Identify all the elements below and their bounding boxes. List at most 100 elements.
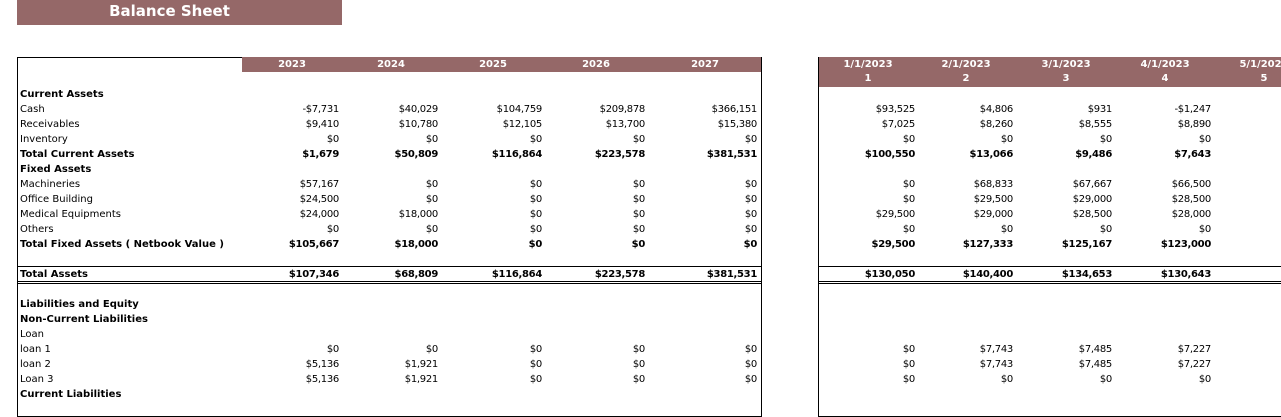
monthly-cell[interactable]: $0: [1099, 374, 1112, 385]
annual-cell[interactable]: $223,578: [594, 269, 645, 280]
annual-cell[interactable]: $0: [744, 209, 757, 220]
monthly-cell[interactable]: $7,025: [881, 119, 916, 130]
annual-cell[interactable]: $0: [632, 209, 645, 220]
monthly-cell[interactable]: $0: [1198, 134, 1211, 145]
monthly-cell[interactable]: $7,485: [1078, 344, 1113, 355]
annual-cell[interactable]: $116,864: [491, 269, 542, 280]
annual-cell[interactable]: $0: [425, 344, 438, 355]
annual-cell[interactable]: $0: [326, 134, 339, 145]
annual-cell[interactable]: $381,531: [706, 269, 757, 280]
annual-cell[interactable]: $1,921: [404, 374, 439, 385]
monthly-cell[interactable]: $7,643: [1174, 149, 1211, 160]
monthly-cell[interactable]: $100,550: [864, 149, 915, 160]
monthly-cell[interactable]: $0: [902, 374, 915, 385]
annual-cell[interactable]: $18,000: [398, 209, 439, 220]
annual-cell[interactable]: $13,700: [605, 119, 646, 130]
annual-cell[interactable]: $0: [743, 239, 758, 250]
monthly-cell[interactable]: $28,500: [1072, 209, 1113, 220]
monthly-cell[interactable]: $7,743: [979, 344, 1014, 355]
monthly-cell[interactable]: $0: [902, 194, 915, 205]
monthly-cell[interactable]: $0: [1000, 224, 1013, 235]
monthly-cell[interactable]: $0: [1000, 374, 1013, 385]
annual-cell[interactable]: $223,578: [594, 149, 645, 160]
monthly-cell[interactable]: $29,500: [875, 209, 916, 220]
annual-cell[interactable]: $0: [425, 224, 438, 235]
annual-cell[interactable]: $116,864: [491, 149, 542, 160]
monthly-cell[interactable]: -$1,247: [1174, 104, 1212, 115]
annual-cell[interactable]: $0: [529, 344, 542, 355]
annual-cell[interactable]: $0: [632, 359, 645, 370]
annual-cell[interactable]: $107,346: [288, 269, 339, 280]
monthly-cell[interactable]: $0: [1000, 134, 1013, 145]
annual-cell[interactable]: -$7,731: [302, 104, 340, 115]
annual-cell[interactable]: $0: [744, 374, 757, 385]
annual-cell[interactable]: $0: [631, 239, 646, 250]
monthly-cell[interactable]: $8,555: [1078, 119, 1113, 130]
annual-cell[interactable]: $18,000: [394, 239, 439, 250]
annual-cell[interactable]: $0: [529, 224, 542, 235]
monthly-cell[interactable]: $0: [1198, 224, 1211, 235]
monthly-cell[interactable]: $0: [902, 344, 915, 355]
annual-cell[interactable]: $0: [744, 134, 757, 145]
annual-cell[interactable]: $0: [744, 179, 757, 190]
monthly-cell[interactable]: $125,167: [1061, 239, 1112, 250]
monthly-cell[interactable]: $13,066: [969, 149, 1014, 160]
annual-cell[interactable]: $105,667: [288, 239, 339, 250]
monthly-cell[interactable]: $29,000: [973, 209, 1014, 220]
annual-cell[interactable]: $0: [632, 134, 645, 145]
monthly-cell[interactable]: $0: [902, 359, 915, 370]
annual-cell[interactable]: $15,380: [717, 119, 758, 130]
annual-cell[interactable]: $209,878: [599, 104, 646, 115]
monthly-cell[interactable]: $130,643: [1160, 269, 1211, 280]
annual-cell[interactable]: $5,136: [305, 374, 340, 385]
annual-cell[interactable]: $40,029: [398, 104, 439, 115]
annual-cell[interactable]: $24,500: [299, 194, 340, 205]
monthly-cell[interactable]: $29,000: [1072, 194, 1113, 205]
annual-cell[interactable]: $0: [632, 224, 645, 235]
annual-cell[interactable]: $0: [632, 344, 645, 355]
monthly-cell[interactable]: $28,500: [1171, 194, 1212, 205]
monthly-cell[interactable]: $0: [902, 134, 915, 145]
annual-cell[interactable]: $381,531: [706, 149, 757, 160]
annual-cell[interactable]: $5,136: [305, 359, 340, 370]
annual-cell[interactable]: $12,105: [502, 119, 543, 130]
monthly-cell[interactable]: $7,485: [1078, 359, 1113, 370]
annual-cell[interactable]: $0: [744, 194, 757, 205]
annual-cell[interactable]: $0: [744, 359, 757, 370]
monthly-cell[interactable]: $931: [1087, 104, 1113, 115]
annual-cell[interactable]: $0: [632, 179, 645, 190]
annual-cell[interactable]: $0: [326, 224, 339, 235]
annual-cell[interactable]: $0: [529, 134, 542, 145]
annual-cell[interactable]: $24,000: [299, 209, 340, 220]
monthly-cell[interactable]: $7,743: [979, 359, 1014, 370]
annual-cell[interactable]: $0: [425, 134, 438, 145]
monthly-cell[interactable]: $127,333: [962, 239, 1013, 250]
monthly-cell[interactable]: $7,227: [1177, 359, 1212, 370]
annual-cell[interactable]: $0: [425, 179, 438, 190]
monthly-cell[interactable]: $0: [1099, 134, 1112, 145]
annual-cell[interactable]: $57,167: [299, 179, 340, 190]
annual-cell[interactable]: $0: [744, 344, 757, 355]
annual-cell[interactable]: $0: [632, 194, 645, 205]
annual-cell[interactable]: $0: [425, 194, 438, 205]
annual-cell[interactable]: $0: [528, 239, 543, 250]
monthly-cell[interactable]: $8,890: [1177, 119, 1212, 130]
monthly-cell[interactable]: $28,000: [1171, 209, 1212, 220]
annual-cell[interactable]: $0: [529, 194, 542, 205]
monthly-cell[interactable]: $29,500: [973, 194, 1014, 205]
annual-cell[interactable]: $104,759: [496, 104, 543, 115]
annual-cell[interactable]: $68,809: [394, 269, 439, 280]
annual-cell[interactable]: $0: [529, 209, 542, 220]
annual-cell[interactable]: $0: [529, 359, 542, 370]
annual-cell[interactable]: $50,809: [394, 149, 439, 160]
monthly-cell[interactable]: $130,050: [864, 269, 915, 280]
monthly-cell[interactable]: $0: [902, 179, 915, 190]
monthly-cell[interactable]: $67,667: [1072, 179, 1113, 190]
annual-cell[interactable]: $9,410: [305, 119, 340, 130]
annual-cell[interactable]: $0: [529, 374, 542, 385]
annual-cell[interactable]: $366,151: [711, 104, 758, 115]
monthly-cell[interactable]: $0: [902, 224, 915, 235]
monthly-cell[interactable]: $134,653: [1061, 269, 1112, 280]
monthly-cell[interactable]: $29,500: [871, 239, 916, 250]
annual-cell[interactable]: $0: [632, 374, 645, 385]
